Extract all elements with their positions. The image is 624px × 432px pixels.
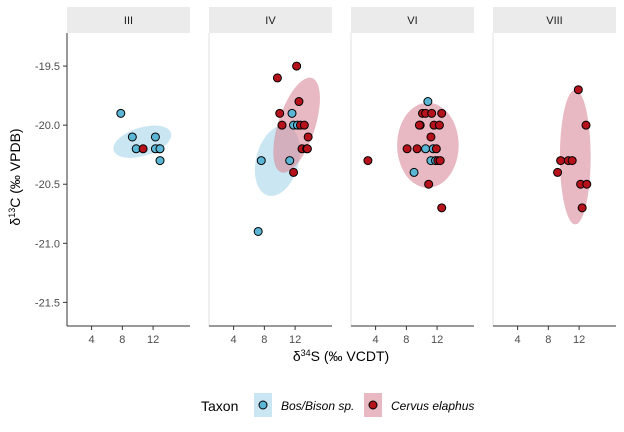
data-point-bos-bison-sp-: [150, 132, 160, 142]
data-point-cervus-elaphus: [299, 120, 309, 130]
data-point-bos-bison-sp-: [287, 108, 297, 118]
facet-panels: III 4 8 12 IV 4 8 12 VI 4 8 12 VIII 4 8 12: [66, 7, 616, 346]
x-tick-label: 12: [573, 334, 585, 346]
data-point-bos-bison-sp-: [285, 156, 295, 166]
data-point-bos-bison-sp-: [253, 226, 263, 236]
y-tick-label: -19.5: [35, 61, 60, 73]
y-axis: -19.5 -20.0 -20.5 -21.0 -21.5: [35, 33, 68, 326]
facet-strip-label: VIII: [546, 15, 563, 27]
data-point-bos-bison-sp-: [155, 144, 165, 154]
data-point-cervus-elaphus: [424, 179, 434, 189]
legend-item-label: Cervus elaphus: [391, 399, 474, 413]
legend-item-label: Bos/Bison sp.: [281, 399, 354, 413]
data-point-cervus-elaphus: [294, 97, 304, 107]
facet-strip: [493, 7, 616, 33]
data-point-cervus-elaphus: [289, 167, 299, 177]
data-point-cervus-elaphus: [426, 132, 436, 142]
data-point-cervus-elaphus: [435, 156, 445, 166]
data-point-cervus-elaphus: [414, 120, 424, 130]
facet-panel-iv: IV 4 8 12: [208, 7, 332, 346]
ellipse-cervus-elaphus: [559, 89, 591, 225]
legend-key-point: [368, 400, 378, 410]
facet-strip: [351, 7, 474, 33]
data-point-cervus-elaphus: [437, 203, 447, 213]
data-point-cervus-elaphus: [581, 120, 591, 130]
data-point-cervus-elaphus: [275, 108, 285, 118]
data-point-cervus-elaphus: [573, 85, 583, 95]
facet-panel-vi: VI 4 8 12: [350, 7, 474, 346]
ellipse-bos-bison-sp-: [113, 125, 172, 158]
data-point-cervus-elaphus: [427, 108, 437, 118]
facet-strip: [209, 7, 332, 33]
data-point-cervus-elaphus: [431, 144, 441, 154]
x-tick-label: 8: [261, 334, 267, 346]
x-tick-label: 8: [119, 334, 125, 346]
data-point-cervus-elaphus: [434, 120, 444, 130]
facet-panel-viii: VIII 4 8 12: [492, 7, 616, 346]
data-point-cervus-elaphus: [138, 144, 148, 154]
x-tick-label: 12: [289, 334, 301, 346]
data-point-cervus-elaphus: [577, 203, 587, 213]
legend-title: Taxon: [201, 398, 238, 414]
x-tick-label: 12: [431, 334, 443, 346]
facet-panel-iii: III 4 8 12: [66, 7, 190, 346]
data-point-cervus-elaphus: [582, 179, 592, 189]
y-tick-label: -20.0: [35, 120, 60, 132]
y-tick-label: -21.5: [35, 297, 60, 309]
x-axis-title: δ34S (‰ VCDT): [293, 348, 389, 364]
x-tick-label: 4: [515, 334, 521, 346]
data-point-cervus-elaphus: [363, 156, 373, 166]
data-point-bos-bison-sp-: [423, 97, 433, 107]
y-tick-label: -20.5: [35, 179, 60, 191]
data-point-cervus-elaphus: [437, 108, 447, 118]
x-tick-label: 8: [403, 334, 409, 346]
x-tick-label: 4: [373, 334, 379, 346]
legend-key-point: [258, 400, 268, 410]
data-point-bos-bison-sp-: [421, 144, 431, 154]
data-point-bos-bison-sp-: [409, 167, 419, 177]
y-tick-label: -21.0: [35, 238, 60, 250]
data-point-cervus-elaphus: [556, 156, 566, 166]
facet-strip-label: IV: [265, 15, 276, 27]
data-point-bos-bison-sp-: [155, 156, 165, 166]
data-point-cervus-elaphus: [567, 156, 577, 166]
legend: Taxon Bos/Bison sp. Cervus elaphus: [201, 393, 474, 417]
data-point-bos-bison-sp-: [127, 132, 137, 142]
data-point-cervus-elaphus: [302, 144, 312, 154]
data-point-cervus-elaphus: [553, 167, 563, 177]
data-point-cervus-elaphus: [292, 61, 302, 71]
facet-strip: [67, 7, 190, 33]
x-tick-label: 4: [231, 334, 237, 346]
data-point-cervus-elaphus: [303, 132, 313, 142]
data-point-cervus-elaphus: [272, 73, 282, 83]
y-axis-title: δ13C (‰ VPDB): [7, 128, 23, 225]
data-point-cervus-elaphus: [412, 144, 422, 154]
x-tick-label: 12: [147, 334, 159, 346]
data-point-cervus-elaphus: [277, 120, 287, 130]
x-tick-label: 8: [545, 334, 551, 346]
data-point-bos-bison-sp-: [116, 108, 126, 118]
facet-strip-label: VI: [407, 15, 417, 27]
x-tick-label: 4: [89, 334, 95, 346]
data-point-bos-bison-sp-: [256, 156, 266, 166]
data-point-cervus-elaphus: [402, 144, 412, 154]
facet-strip-label: III: [124, 15, 133, 27]
